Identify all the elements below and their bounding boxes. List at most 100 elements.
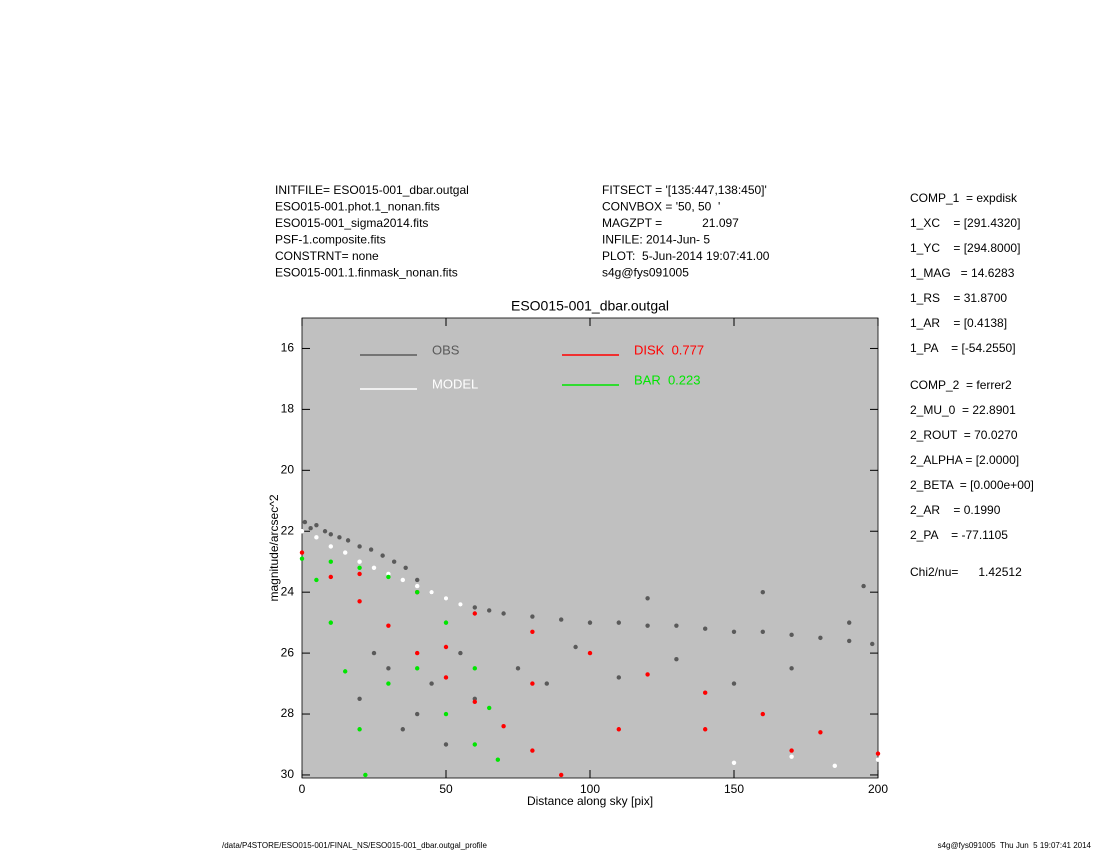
y-tick-label: 22 bbox=[281, 523, 295, 537]
data-point bbox=[415, 583, 420, 589]
data-point bbox=[386, 666, 391, 671]
data-point bbox=[530, 748, 535, 753]
parameter-line: 2_AR = 0.1990 bbox=[910, 503, 1001, 517]
y-tick-label: 20 bbox=[281, 462, 295, 476]
data-point bbox=[403, 565, 408, 571]
data-point bbox=[847, 638, 852, 644]
data-point bbox=[343, 669, 348, 674]
data-point bbox=[357, 599, 362, 604]
header-left-line: PSF-1.composite.fits bbox=[275, 233, 386, 247]
header-middle-line: s4g@fys091005 bbox=[602, 266, 689, 280]
data-point bbox=[299, 550, 305, 555]
data-point bbox=[703, 690, 708, 695]
data-point bbox=[875, 751, 881, 756]
parameter-line: 1_YC = [294.8000] bbox=[910, 241, 1020, 255]
data-point bbox=[472, 742, 477, 747]
data-point bbox=[861, 583, 866, 589]
data-point bbox=[400, 577, 405, 583]
data-point bbox=[674, 656, 679, 662]
parameter-line: 1_XC = [291.4320] bbox=[910, 216, 1020, 230]
data-point bbox=[299, 556, 305, 561]
data-point bbox=[386, 574, 391, 580]
data-point bbox=[645, 672, 650, 677]
header-left-line: ESO015-001.phot.1_nonan.fits bbox=[275, 200, 440, 214]
footer-stamp: s4g@fys091005 Thu Jun 5 19:07:41 2014 bbox=[938, 841, 1092, 850]
parameter-line: Chi2/nu= 1.42512 bbox=[910, 565, 1022, 579]
x-axis-label: Distance along sky [pix] bbox=[527, 794, 653, 808]
header-left-line: ESO015-001.1.finmask_nonan.fits bbox=[275, 266, 458, 280]
data-point bbox=[645, 596, 650, 601]
data-point bbox=[847, 620, 852, 625]
parameter-line: COMP_2 = ferrer2 bbox=[910, 378, 1012, 392]
data-point bbox=[870, 641, 875, 647]
data-point bbox=[337, 535, 342, 540]
data-point bbox=[314, 522, 319, 528]
data-point bbox=[415, 650, 420, 656]
data-point bbox=[458, 650, 463, 656]
x-tick-label: 150 bbox=[724, 782, 744, 796]
data-point bbox=[472, 611, 477, 616]
data-point bbox=[703, 626, 708, 631]
data-point bbox=[308, 525, 313, 531]
data-point bbox=[328, 620, 333, 625]
x-tick-label: 50 bbox=[439, 782, 453, 796]
data-point bbox=[322, 529, 328, 534]
data-point bbox=[328, 574, 333, 580]
data-point bbox=[559, 772, 564, 778]
data-point bbox=[645, 623, 650, 628]
plot-area bbox=[301, 317, 879, 779]
data-point bbox=[386, 571, 391, 577]
parameter-line: 1_PA = [-54.2550] bbox=[910, 341, 1016, 355]
data-point bbox=[472, 605, 477, 610]
parameter-line: 2_ROUT = 70.0270 bbox=[910, 428, 1018, 442]
data-point bbox=[487, 705, 492, 711]
data-point bbox=[544, 681, 549, 686]
data-point bbox=[443, 675, 449, 680]
data-point bbox=[674, 623, 679, 628]
parameter-line: COMP_1 = expdisk bbox=[910, 191, 1018, 205]
header-middle-line: MAGZPT = 21.097 bbox=[602, 216, 739, 230]
data-point bbox=[789, 666, 794, 671]
data-point bbox=[616, 620, 621, 625]
data-point bbox=[487, 608, 492, 613]
data-point bbox=[789, 748, 794, 753]
data-point bbox=[386, 623, 391, 628]
data-point bbox=[299, 529, 305, 534]
header-left-line: CONSTRNT= none bbox=[275, 249, 379, 263]
data-point bbox=[530, 681, 535, 686]
x-tick-label: 100 bbox=[580, 782, 600, 796]
header-middle-line: CONVBOX = '50, 50 ' bbox=[602, 200, 720, 214]
data-point bbox=[789, 632, 794, 638]
data-point bbox=[443, 620, 449, 625]
data-point bbox=[616, 675, 621, 680]
legend-label: MODEL bbox=[432, 376, 478, 391]
data-point bbox=[515, 666, 521, 671]
data-point bbox=[573, 644, 578, 650]
x-tick-label: 200 bbox=[868, 782, 888, 796]
parameter-line: 1_RS = 31.8700 bbox=[910, 291, 1007, 305]
data-point bbox=[818, 730, 823, 735]
data-point bbox=[731, 760, 737, 765]
data-point bbox=[587, 620, 593, 625]
data-point bbox=[501, 724, 506, 729]
data-point bbox=[328, 544, 333, 549]
data-point bbox=[371, 565, 377, 571]
data-point bbox=[415, 589, 420, 595]
data-point bbox=[357, 559, 362, 564]
data-point bbox=[458, 602, 463, 607]
data-point bbox=[530, 629, 535, 634]
data-point bbox=[357, 727, 362, 732]
data-point bbox=[429, 681, 434, 686]
data-point bbox=[328, 559, 333, 564]
data-point bbox=[559, 617, 564, 622]
data-point bbox=[357, 544, 362, 549]
data-point bbox=[443, 742, 449, 747]
data-point bbox=[832, 763, 837, 769]
data-point bbox=[357, 571, 362, 577]
data-point bbox=[587, 650, 593, 656]
y-tick-label: 30 bbox=[281, 767, 295, 781]
data-point bbox=[345, 538, 351, 543]
data-point bbox=[328, 532, 333, 537]
data-point bbox=[314, 535, 319, 540]
